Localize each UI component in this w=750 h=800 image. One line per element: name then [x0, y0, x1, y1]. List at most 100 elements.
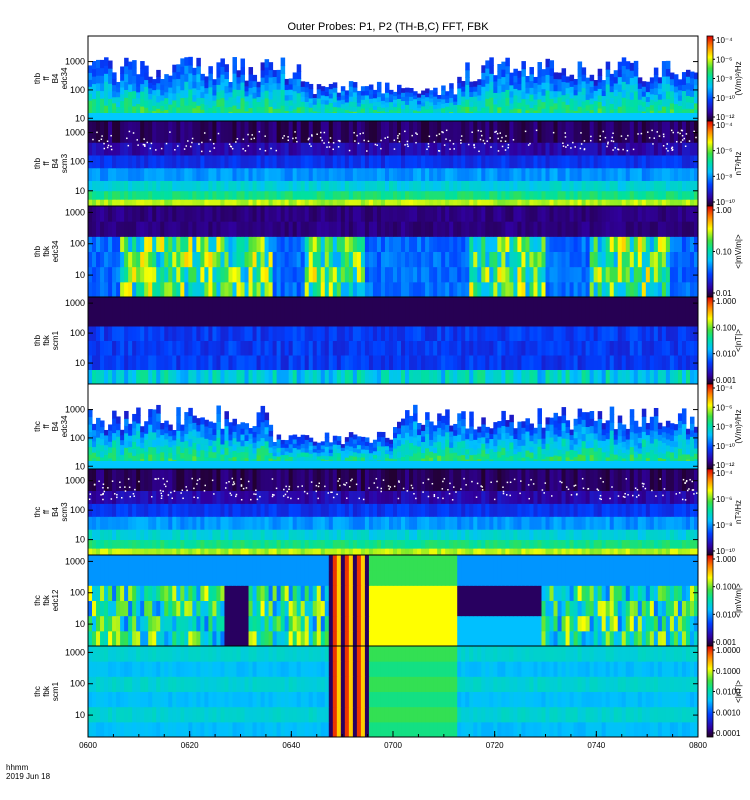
- cbar-tick-label: 10⁻⁴: [716, 121, 733, 130]
- cbar-tick-label: 10⁻⁴: [716, 384, 733, 393]
- cbar-tick-label: 10⁻⁸: [716, 172, 733, 181]
- cbar-tick-label: 10⁻¹⁰: [716, 442, 735, 451]
- panel-label-line: thb: [33, 245, 42, 257]
- cbar-label: <|nT|>: [734, 329, 743, 352]
- colorbar: [706, 554, 714, 647]
- cbar-tick-label: 0.010: [716, 610, 737, 619]
- colorbar: [706, 120, 714, 207]
- cbar-tick-label: 10⁻¹²: [716, 113, 735, 122]
- cbar-tick-label: 0.0001: [716, 729, 741, 738]
- cbar-tick-label: 10⁻¹⁰: [716, 198, 735, 207]
- panel-label-line: scm3: [60, 502, 69, 522]
- panel-label-line: edc34: [51, 240, 60, 262]
- cbar-tick-label: 10⁻⁸: [716, 75, 733, 84]
- colorbar: [706, 35, 714, 122]
- cbar-tick-label: 0.1000: [716, 667, 741, 676]
- x-tick-label: 0740: [587, 741, 605, 750]
- y-tick-label: 1000: [65, 476, 85, 486]
- y-tick-label: 10: [75, 270, 85, 280]
- panel-label-line: thc: [33, 595, 42, 606]
- cbar-tick-label: 1.000: [716, 297, 737, 306]
- colorbar: [706, 645, 714, 738]
- cbar-label: nT²/Hz: [734, 152, 743, 176]
- cbar-tick-label: 1.0000: [716, 646, 741, 655]
- x-tick-label: 0620: [181, 741, 199, 750]
- panel-label-line: fbk: [42, 594, 51, 606]
- colorbar: [706, 296, 714, 385]
- panel-label-line: thb: [33, 334, 42, 346]
- x-tick-label: 0800: [689, 741, 707, 750]
- y-tick-label: 100: [70, 679, 85, 689]
- panel-thc-ff-b4-scm3: 1000 100 10 thc ff B4 scm3 10⁻⁴ 10⁻⁶ 10⁻⁸ 10⁻¹⁰ nT²…: [33, 468, 743, 556]
- panel-thc-fbk-scm1: 1000 100 10 thc fbk scm1 1.0000 0.1000 0.0100 0.0…: [33, 645, 743, 738]
- panel-label-line: ff: [42, 424, 51, 429]
- chart-title: Outer Probes: P1, P2 (TH-B,C) FFT, FBK: [287, 21, 489, 33]
- cbar-label: nT²/Hz: [734, 500, 743, 524]
- panel-label-line: B4: [51, 158, 60, 168]
- cbar-tick-label: 0.100: [716, 583, 737, 592]
- cbar-label: <|nT|>: [734, 680, 743, 703]
- cbar-tick-label: 10⁻⁴: [716, 469, 733, 478]
- cbar-tick-label: 0.010: [716, 350, 737, 359]
- panel-label-line: B4: [51, 507, 60, 517]
- panel-label-line: scm1: [51, 681, 60, 701]
- y-tick-label: 100: [70, 328, 85, 338]
- panel-label-line: fbk: [42, 245, 51, 257]
- cbar-tick-label: 10⁻⁸: [716, 423, 733, 432]
- footer-hhmm: hhmm: [6, 763, 29, 772]
- panel-label-line: scm1: [51, 330, 60, 350]
- y-tick-label: 100: [70, 433, 85, 443]
- y-tick-label: 10: [75, 710, 85, 720]
- x-tick-label: 0700: [384, 741, 402, 750]
- colorbar: [706, 383, 714, 470]
- x-tick-label: 0600: [79, 741, 97, 750]
- cbar-tick-label: 0.001: [716, 376, 737, 385]
- panel-thb-ff-b4-scm3: 1000 100 10 thb ff B4 scm3 10⁻⁴ 10⁻⁶ 10⁻⁸ 10⁻¹⁰ nT²…: [33, 120, 743, 207]
- cbar-tick-label: 10⁻⁶: [716, 403, 732, 412]
- cbar-tick-label: 10⁻¹⁰: [716, 94, 735, 103]
- y-tick-label: 10: [75, 461, 85, 471]
- cbar-tick-label: 1.000: [716, 555, 737, 564]
- y-tick-label: 1000: [65, 57, 85, 67]
- panel-label-line: ff: [42, 76, 51, 81]
- y-tick-label: 1000: [65, 556, 85, 566]
- panel-label-line: thc: [33, 507, 42, 518]
- panel-label-line: fbk: [42, 685, 51, 697]
- cbar-tick-label: 0.001: [716, 638, 737, 647]
- y-tick-label: 10: [75, 113, 85, 123]
- cbar-tick-label: 10⁻⁶: [716, 55, 732, 64]
- cbar-label: <|mV/m|>: [734, 583, 743, 618]
- panel-label-line: edc34: [60, 67, 69, 89]
- panel-label-line: thc: [33, 686, 42, 697]
- panel-label-line: B4: [51, 73, 60, 83]
- y-tick-label: 100: [70, 157, 85, 167]
- y-tick-label: 1000: [65, 647, 85, 657]
- panel-thb-ff-b4-edc34: 1000 100 10 thb ff B4 edc34 10⁻⁴ 10⁻⁶ 10⁻⁸ 10⁻¹⁰ 10…: [33, 35, 743, 123]
- cbar-tick-label: 10⁻⁶: [716, 147, 732, 156]
- x-axis: 0600 0620 0640 0700 0720 0740 0800: [79, 731, 707, 750]
- y-tick-label: 100: [70, 85, 85, 95]
- panel-label-line: thb: [33, 72, 42, 84]
- panel-label-line: thb: [33, 157, 42, 169]
- cbar-label: (V/m)²/Hz: [734, 409, 743, 443]
- panel-label-line: ff: [42, 161, 51, 166]
- cbar-tick-label: 0.100: [716, 323, 737, 332]
- footer-date: 2019 Jun 18: [6, 772, 51, 781]
- x-tick-label: 0640: [282, 741, 300, 750]
- panel-label-line: fbk: [42, 334, 51, 346]
- cbar-tick-label: 0.01: [716, 289, 732, 298]
- y-tick-label: 1000: [65, 207, 85, 217]
- y-tick-label: 100: [70, 505, 85, 515]
- panel-thb-fbk-edc34: 1000 100 10 thb fbk edc34 1.00 0.10 0.01 <|mV/m|>: [33, 205, 743, 298]
- cbar-tick-label: 10⁻⁴: [716, 36, 733, 45]
- y-tick-label: 100: [70, 239, 85, 249]
- panel-label-line: ff: [42, 509, 51, 514]
- panel-label-line: edc12: [51, 589, 60, 611]
- cbar-tick-label: 0.10: [716, 248, 732, 257]
- panel-label-line: B4: [51, 421, 60, 431]
- cbar-tick-label: 10⁻¹²: [716, 461, 735, 470]
- cbar-tick-label: 10⁻⁶: [716, 495, 732, 504]
- y-tick-label: 1000: [65, 128, 85, 138]
